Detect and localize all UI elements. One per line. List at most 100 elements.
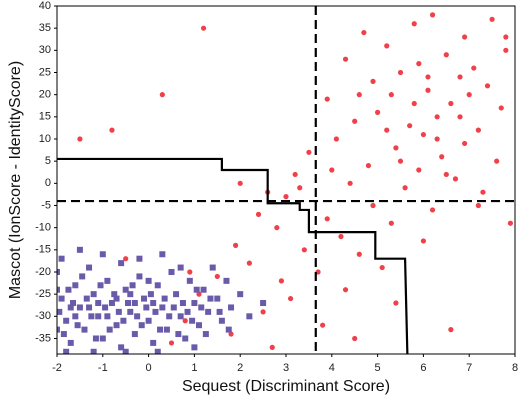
point <box>480 189 486 195</box>
point <box>154 348 161 354</box>
point <box>145 277 152 284</box>
point <box>462 34 468 40</box>
point <box>246 313 253 320</box>
point <box>411 21 417 27</box>
point <box>356 251 362 257</box>
point <box>147 291 154 298</box>
point <box>159 92 165 98</box>
point <box>452 176 459 182</box>
point <box>67 304 74 311</box>
point <box>489 16 495 22</box>
x-tick-label: 2 <box>237 362 243 374</box>
point <box>260 300 267 307</box>
y-tick-label: 30 <box>39 44 51 56</box>
point <box>127 291 134 298</box>
point <box>122 286 129 293</box>
point <box>191 300 198 307</box>
point <box>283 194 289 200</box>
point <box>260 309 266 315</box>
point <box>193 286 200 293</box>
x-tick-label: 3 <box>283 362 289 374</box>
point <box>393 145 399 151</box>
point <box>347 180 353 186</box>
point <box>77 136 83 142</box>
x-tick-label: 6 <box>420 362 426 374</box>
point <box>81 326 88 333</box>
point <box>72 313 79 320</box>
point <box>223 277 230 284</box>
point <box>136 273 143 280</box>
point <box>191 344 198 351</box>
point <box>439 154 445 160</box>
point <box>74 322 81 329</box>
point <box>457 114 463 120</box>
point <box>462 140 468 147</box>
point <box>225 326 232 333</box>
point <box>115 308 122 315</box>
point <box>58 295 65 302</box>
point <box>397 158 404 164</box>
point <box>475 127 481 133</box>
point <box>57 268 60 275</box>
point <box>57 308 63 315</box>
point <box>420 238 426 244</box>
point <box>58 255 65 262</box>
y-tick-label: 10 <box>39 133 51 145</box>
point <box>484 83 491 89</box>
point <box>425 74 431 80</box>
plot-border <box>56 5 516 355</box>
point <box>237 291 244 298</box>
point <box>177 264 184 271</box>
point <box>168 268 175 275</box>
point <box>118 344 125 351</box>
point <box>76 246 83 253</box>
point <box>161 295 168 302</box>
x-tick-label: 1 <box>191 362 197 374</box>
point <box>63 317 70 324</box>
point <box>57 326 60 333</box>
point <box>99 335 106 342</box>
point <box>393 300 399 306</box>
point <box>159 304 166 311</box>
y-tick-label: 15 <box>39 111 51 123</box>
x-tick-label: 8 <box>512 362 518 374</box>
point <box>233 242 239 248</box>
y-tick-label: -25 <box>35 288 51 300</box>
x-tick-label: 7 <box>466 362 472 374</box>
point <box>205 308 212 315</box>
point <box>57 286 60 293</box>
point <box>182 318 188 324</box>
point <box>104 277 111 284</box>
point <box>99 251 106 258</box>
point <box>324 96 330 102</box>
y-tick-label: 5 <box>45 155 51 167</box>
point <box>95 313 102 320</box>
point <box>375 109 381 115</box>
point <box>388 92 394 98</box>
point <box>333 136 339 142</box>
point <box>443 171 449 178</box>
point <box>122 348 129 354</box>
point <box>471 65 477 71</box>
point <box>498 105 504 111</box>
point <box>196 291 202 297</box>
point <box>104 313 111 320</box>
point <box>416 61 422 67</box>
point <box>200 286 207 293</box>
point <box>342 56 349 62</box>
point <box>507 220 514 226</box>
y-tick-label: -10 <box>35 222 51 234</box>
point <box>301 247 307 253</box>
point <box>106 326 113 333</box>
point <box>111 291 118 298</box>
y-tick-label: -20 <box>35 266 51 278</box>
point <box>152 308 159 315</box>
point <box>200 25 207 31</box>
point <box>170 304 177 311</box>
point <box>120 317 127 324</box>
point <box>175 331 182 338</box>
point <box>466 92 472 98</box>
x-tick-label: -2 <box>52 362 62 374</box>
point <box>218 317 225 324</box>
y-tick-label: -5 <box>41 199 51 211</box>
